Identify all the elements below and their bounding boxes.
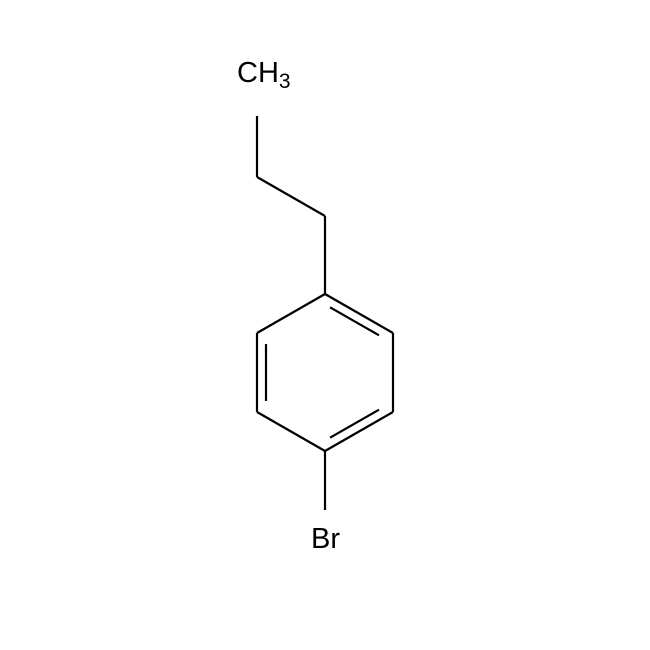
bond [325,294,393,333]
bond [257,412,325,451]
bond [257,294,325,333]
bromine-label: Br [311,523,340,555]
bond [257,177,325,216]
molecule-diagram: CH3 Br [0,0,650,650]
bond [325,412,393,451]
methyl-label: CH3 [237,57,291,93]
